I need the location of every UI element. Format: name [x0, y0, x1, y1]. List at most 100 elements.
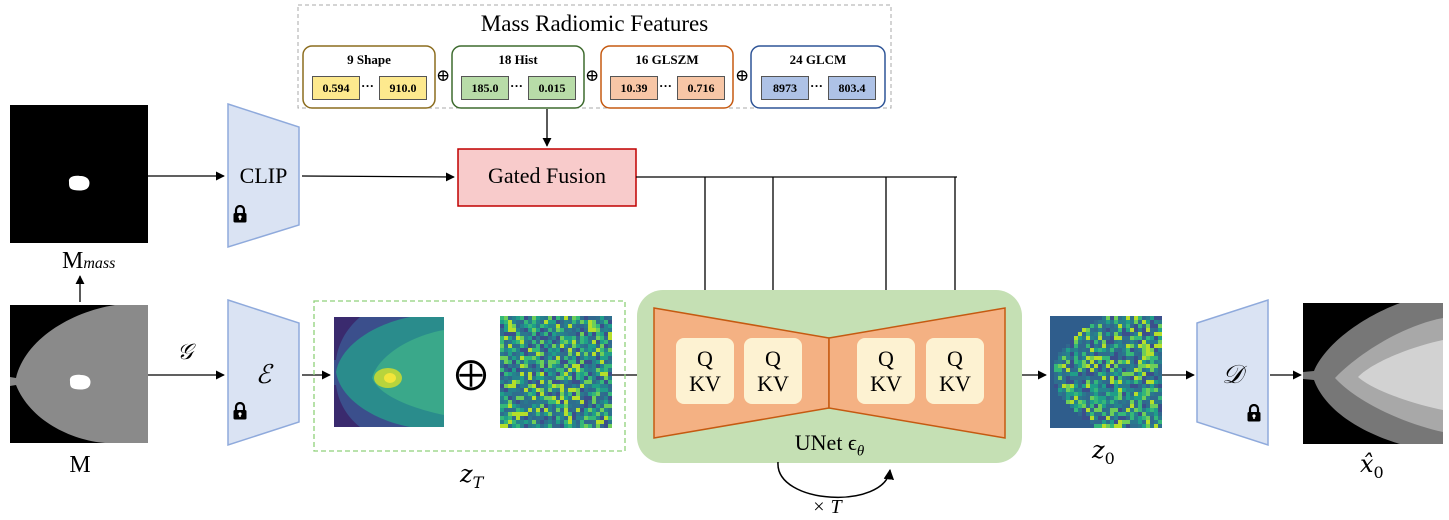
noise-cell [608, 416, 612, 420]
noise-cell [1146, 348, 1150, 352]
noise-cell [1158, 420, 1162, 424]
noise-cell [540, 324, 544, 328]
noise-cell [1062, 372, 1066, 376]
noise-cell [536, 388, 540, 392]
noise-cell [588, 420, 592, 424]
noise-cell [536, 396, 540, 400]
noise-cell [576, 360, 580, 364]
noise-cell [600, 324, 604, 328]
noise-cell [548, 340, 552, 344]
noise-cell [556, 356, 560, 360]
noise-cell [580, 320, 584, 324]
noise-cell [1106, 368, 1110, 372]
noise-cell [1090, 328, 1094, 332]
noise-cell [1090, 352, 1094, 356]
noise-cell [564, 376, 568, 380]
noise-cell [520, 420, 524, 424]
noise-cell [1074, 336, 1078, 340]
lock-icon [233, 402, 247, 420]
noise-cell [556, 360, 560, 364]
noise-cell [528, 424, 532, 428]
noise-cell [1142, 404, 1146, 408]
noise-cell [596, 348, 600, 352]
noise-cell [564, 404, 568, 408]
noise-cell [604, 404, 608, 408]
noise-cell [1082, 336, 1086, 340]
noise-cell [592, 340, 596, 344]
noise-cell [536, 340, 540, 344]
noise-cell [544, 332, 548, 336]
noise-cell [1070, 352, 1074, 356]
noise-cell [544, 368, 548, 372]
noise-cell [532, 324, 536, 328]
noise-cell [1082, 380, 1086, 384]
unet-sub: θ [856, 443, 865, 460]
noise-cell [572, 400, 576, 404]
noise-cell [556, 400, 560, 404]
noise-cell [580, 348, 584, 352]
noise-cell [572, 380, 576, 384]
noise-cell [1062, 368, 1066, 372]
noise-cell [1158, 392, 1162, 396]
noise-cell [588, 380, 592, 384]
noise-cell [540, 320, 544, 324]
noise-cell [1106, 412, 1110, 416]
noise-cell [1134, 380, 1138, 384]
noise-cell [1090, 332, 1094, 336]
noise-cell [532, 332, 536, 336]
noise-cell [556, 316, 560, 320]
noise-cell [528, 396, 532, 400]
noise-cell [1114, 324, 1118, 328]
noise-cell [520, 356, 524, 360]
noise-cell [512, 404, 516, 408]
noise-cell [1086, 396, 1090, 400]
noise-cell [572, 340, 576, 344]
noise-cell [1110, 420, 1114, 424]
noise-cell [524, 316, 528, 320]
noise-cell [508, 408, 512, 412]
noise-cell [536, 316, 540, 320]
noise-cell [1094, 328, 1098, 332]
noise-cell [520, 348, 524, 352]
noise-cell [572, 316, 576, 320]
noise-cell [608, 408, 612, 412]
noise-cell [536, 400, 540, 404]
noise-cell [584, 408, 588, 412]
noise-cell [504, 400, 508, 404]
noise-cell [1062, 356, 1066, 360]
noise-cell [540, 380, 544, 384]
noise-cell [1158, 356, 1162, 360]
noise-cell [1082, 348, 1086, 352]
noise-cell [1102, 332, 1106, 336]
noise-cell [1146, 388, 1150, 392]
noise-cell [1110, 320, 1114, 324]
noise-cell [556, 376, 560, 380]
noise-cell [516, 424, 520, 428]
noise-cell [596, 400, 600, 404]
noise-cell [1102, 408, 1106, 412]
noise-cell [1094, 352, 1098, 356]
encoder-symbol: ℰ [255, 360, 272, 390]
noise-cell [568, 416, 572, 420]
noise-cell [512, 408, 516, 412]
noise-cell [532, 344, 536, 348]
noise-cell [548, 336, 552, 340]
noise-cell [600, 320, 604, 324]
noise-cell [1150, 424, 1154, 428]
noise-cell [1110, 416, 1114, 420]
noise-cell [524, 360, 528, 364]
noise-cell [568, 332, 572, 336]
noise-cell [548, 316, 552, 320]
noise-cell [1082, 392, 1086, 396]
noise-cell [588, 320, 592, 324]
noise-cell [548, 420, 552, 424]
noise-cell [608, 360, 612, 364]
noise-cell [552, 364, 556, 368]
noise-cell [584, 368, 588, 372]
noise-cell [1102, 336, 1106, 340]
noise-cell [548, 324, 552, 328]
noise-cell [1066, 352, 1070, 356]
noise-cell [520, 408, 524, 412]
noise-cell [592, 424, 596, 428]
noise-cell [1158, 336, 1162, 340]
